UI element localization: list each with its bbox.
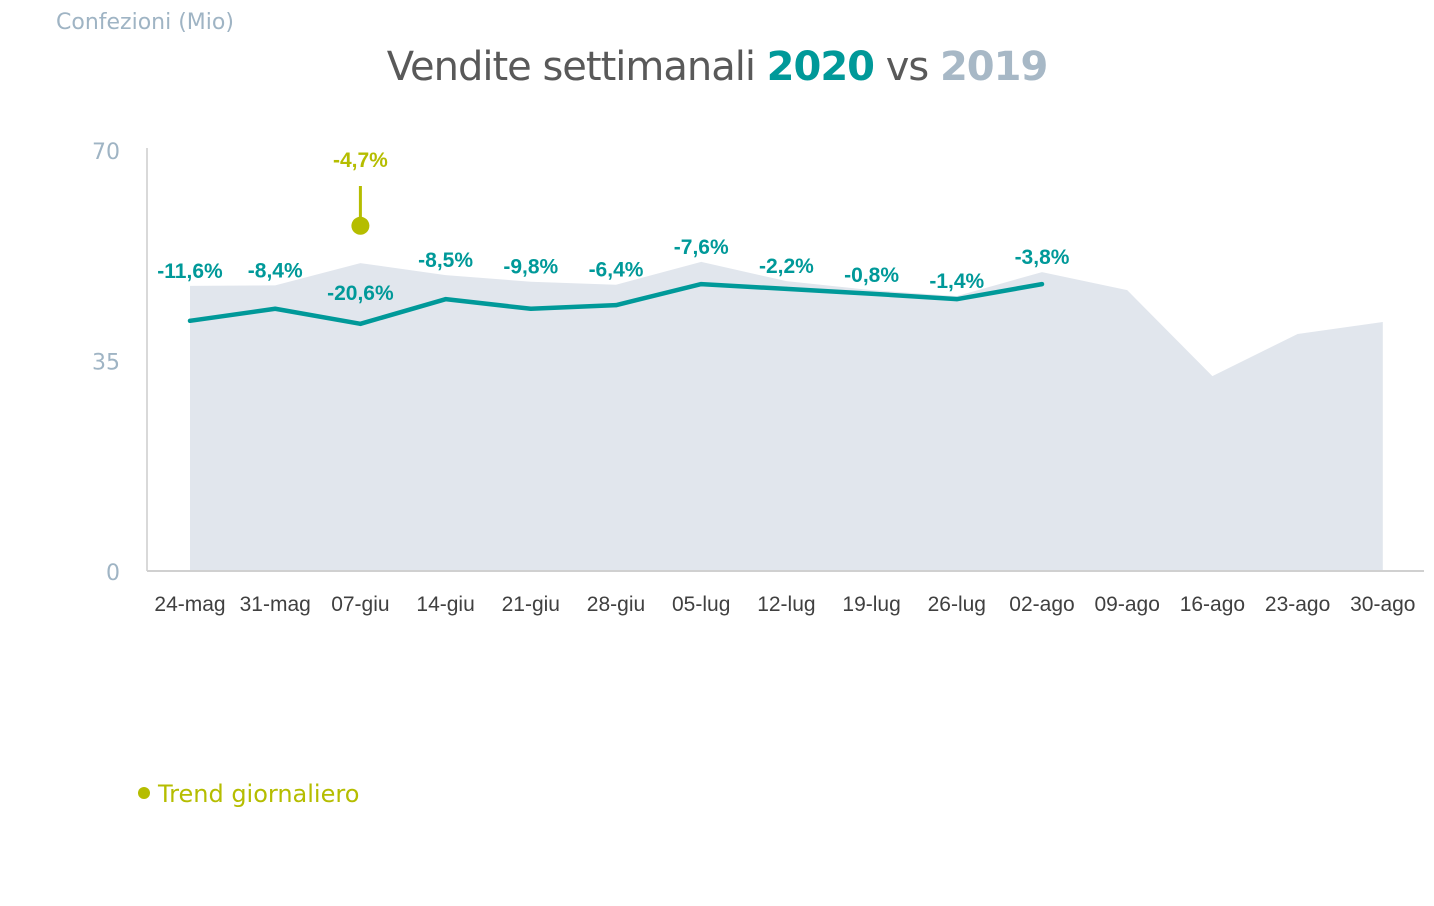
data-label-2020: -7,6% [674, 236, 729, 259]
trend-annotation-dot [351, 216, 370, 235]
y-tick-label: 0 [106, 561, 120, 586]
x-tick-label: 26-lug [928, 593, 986, 616]
x-tick-label: 28-giu [587, 593, 645, 616]
line-point-2020 [443, 297, 448, 302]
x-tick-label: 05-lug [672, 593, 730, 616]
x-tick-label: 19-lug [842, 593, 900, 616]
y-tick-label: 70 [92, 140, 120, 165]
line-point-2020 [614, 303, 618, 308]
title-prefix: Vendite settimanali [386, 44, 756, 90]
data-label-2020: -3,8% [1015, 246, 1070, 269]
line-point-2020 [954, 297, 959, 302]
legend-dot-icon [138, 787, 150, 799]
area-series-2019 [190, 261, 1383, 571]
line-point-2020 [528, 306, 533, 311]
x-tick-label: 09-ago [1095, 593, 1160, 616]
data-label-2020: -11,6% [157, 260, 223, 283]
title-separator: vs [885, 44, 930, 90]
line-point-2020 [869, 291, 874, 296]
line-point-2020 [188, 318, 192, 323]
trend-annotation: -4,7% [333, 149, 388, 235]
line-point-2020 [273, 306, 278, 311]
x-tick-label: 24-mag [154, 593, 225, 616]
data-label-2020: -8,5% [418, 249, 473, 272]
chart-title: Vendite settimanali 2020 vs 2019 [0, 44, 1434, 90]
line-point-2020 [1040, 282, 1044, 287]
data-label-2020: -2,2% [759, 255, 814, 278]
series-2020-layer [187, 281, 1045, 327]
x-tick-label: 31-mag [240, 593, 311, 616]
series-2019-layer [189, 261, 1383, 571]
x-tick-label: 02-ago [1009, 593, 1074, 616]
data-label-2020: -20,6% [327, 282, 394, 305]
data-labels: -11,6% -8,4% -20,6% -8,5% -9,8% -6,4% -7,6% -2,… [157, 236, 1069, 305]
trend-annotation-label: -4,7% [333, 149, 388, 172]
x-tick-label: 12-lug [757, 593, 815, 616]
title-year-2019: 2019 [939, 44, 1048, 90]
data-label-2020: -8,4% [248, 259, 303, 282]
y-tick-label: 35 [92, 351, 120, 376]
x-tick-label: 23-ago [1265, 593, 1330, 616]
line-point-2020 [784, 286, 789, 291]
line-point-2020 [358, 321, 363, 326]
axes: 0 35 70 24-mag 31-mag 07-giu 14-giu 21-giu 28-gi… [92, 140, 1424, 616]
y-axis-unit-label: Confezioni (Mio) [56, 10, 234, 35]
data-label-2020: -9,8% [503, 256, 558, 279]
data-label-2020: -6,4% [589, 259, 644, 282]
x-tick-label: 07-giu [331, 593, 389, 616]
x-tick-label: 21-giu [502, 593, 560, 616]
x-tick-label: 16-ago [1180, 593, 1245, 616]
title-year-2020: 2020 [766, 44, 875, 90]
x-tick-label: 14-giu [416, 593, 474, 616]
line-point-2020 [699, 282, 704, 287]
x-tick-label: 30-ago [1350, 593, 1415, 616]
data-label-2020: -1,4% [929, 270, 984, 293]
legend-label: Trend giornaliero [158, 780, 360, 808]
legend-trend-giornaliero: Trend giornaliero [138, 780, 359, 808]
data-label-2020: -0,8% [844, 264, 899, 287]
